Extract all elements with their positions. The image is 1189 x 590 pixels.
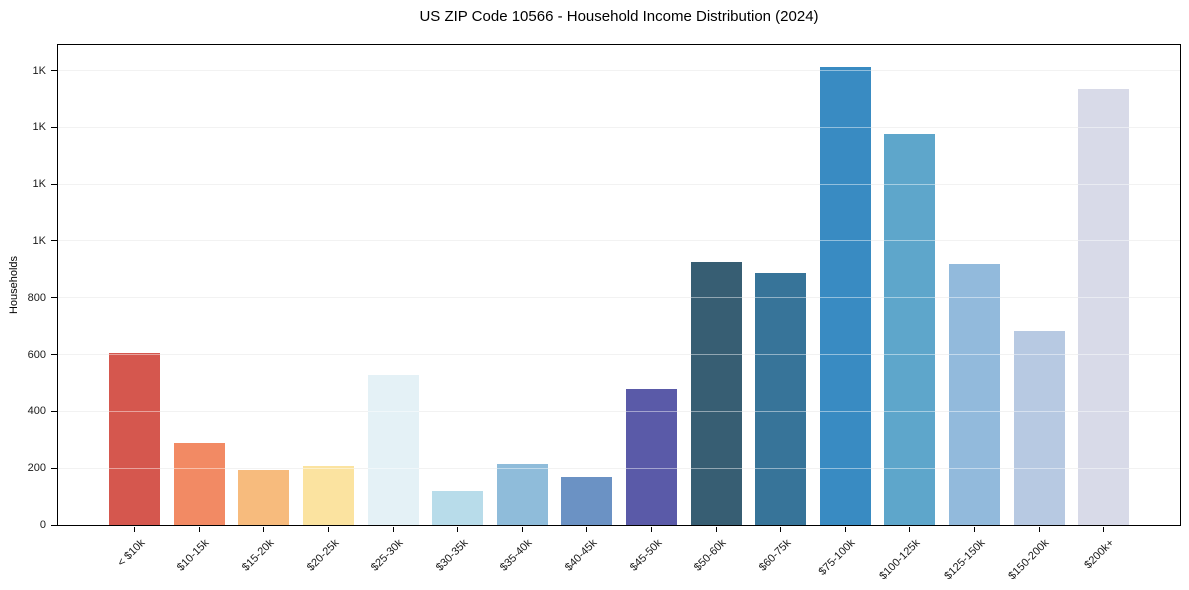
bar-$60-75k [755,273,807,525]
x-axis-tick [974,527,975,532]
y-axis-tick-label: 400 [27,405,46,418]
x-axis-tick [715,527,717,532]
gridline [58,354,1180,356]
bar-$45-50k [626,388,677,525]
y-axis-tick [51,467,57,469]
bar-$20-25k [303,466,354,525]
y-axis-tick [51,240,57,242]
gridline [58,70,1180,72]
bar-$200k+ [1078,89,1130,525]
x-axis-tick [844,527,846,532]
x-axis-tick-label: < $10k [115,537,148,570]
y-axis-tick [51,70,57,72]
x-axis-tick [198,527,200,532]
x-axis-tick [780,527,782,532]
bar-$15-20k [238,470,290,525]
gridline [58,240,1180,242]
y-axis-tick-label: 600 [27,348,46,361]
bar-$150-200k [1013,331,1065,525]
x-axis-tick [1103,527,1105,532]
gridline [58,126,1180,128]
y-axis-tick-label: 0 [39,519,46,531]
y-axis-tick-label: 1K [32,64,46,77]
x-axis-tick [909,527,911,532]
gridline-overlay [58,183,1180,185]
chart-title: US ZIP Code 10566 - Household Income Dis… [419,8,819,25]
bar-$40-45k [561,477,613,525]
y-axis-tick-label: 800 [27,291,46,304]
y-axis-tick-label: 1K [32,234,46,247]
y-axis-tick [51,126,57,128]
gridline-overlay [58,467,1180,469]
y-axis-tick [51,354,57,356]
bar-< $10k [109,353,161,525]
bar-$30-35k [432,490,484,525]
gridline [58,410,1180,412]
y-axis-tick-label: 1K [32,178,46,191]
x-axis-tick [328,527,329,532]
gridline [58,183,1180,185]
x-axis-tick [1038,527,1040,532]
gridline-overlay [58,126,1180,128]
gridline-overlay [58,240,1180,242]
y-axis-tick [51,297,57,299]
y-axis-tick [51,183,57,185]
gridline-overlay [58,70,1180,72]
x-axis-tick [651,527,652,532]
x-axis-tick [586,527,588,532]
bar-$25-30k [367,375,419,525]
gridline-overlay [58,354,1180,356]
bar-$125-150k [949,263,1000,525]
bar-$10-15k [173,443,225,525]
x-axis-tick [521,527,523,532]
bar-$50-60k [690,262,742,525]
gridline [58,467,1180,469]
x-axis-tick [457,527,459,532]
gridline-overlay [58,410,1180,412]
y-axis-tick-label: 200 [27,462,46,475]
y-axis-tick [51,410,57,412]
bar-$75-100k [819,67,871,525]
gridline-overlay [58,297,1180,299]
bar-$35-40k [496,463,548,525]
x-axis-tick [134,527,136,532]
x-axis-tick [392,527,394,532]
x-axis-tick [263,527,265,532]
plot-area [57,44,1181,526]
bar-$100-125k [884,133,936,525]
y-axis-tick-label: 1K [32,121,46,134]
y-axis-label: Households [8,255,20,315]
y-axis-tick [51,524,57,526]
gridline [58,297,1180,299]
